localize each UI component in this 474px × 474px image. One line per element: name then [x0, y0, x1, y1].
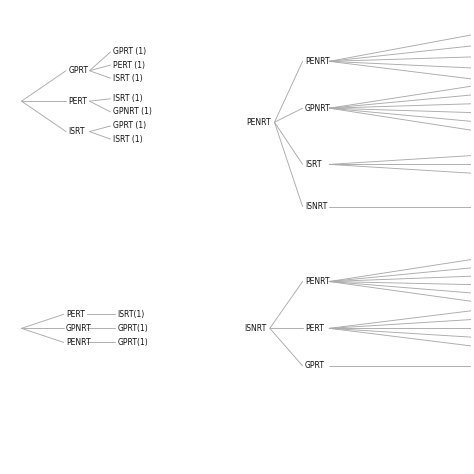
Text: GPNRT: GPNRT	[66, 324, 92, 333]
Text: GPNRT (1): GPNRT (1)	[113, 108, 152, 117]
Text: PENRT: PENRT	[246, 118, 271, 127]
Text: PERT: PERT	[305, 324, 324, 333]
Text: GPRT: GPRT	[68, 66, 88, 75]
Text: PERT (1): PERT (1)	[113, 61, 145, 70]
Text: PERT: PERT	[66, 310, 85, 319]
Text: GPRT: GPRT	[305, 361, 325, 370]
Text: PENRT: PENRT	[66, 338, 91, 347]
Text: GPRT (1): GPRT (1)	[113, 121, 146, 130]
Text: ISRT: ISRT	[68, 127, 85, 136]
Text: PENRT: PENRT	[305, 277, 329, 286]
Text: ISRT (1): ISRT (1)	[113, 135, 143, 144]
Text: PENRT: PENRT	[305, 57, 329, 66]
Text: ISRT: ISRT	[305, 160, 321, 169]
Text: GPRT(1): GPRT(1)	[118, 338, 148, 347]
Text: ISNRT: ISNRT	[244, 324, 266, 333]
Text: ISNRT: ISNRT	[305, 202, 327, 211]
Text: GPRT (1): GPRT (1)	[113, 47, 146, 56]
Text: ISRT (1): ISRT (1)	[113, 73, 143, 82]
Text: GPNRT: GPNRT	[305, 104, 331, 113]
Text: PERT: PERT	[68, 97, 87, 106]
Text: ISRT (1): ISRT (1)	[113, 94, 143, 103]
Text: ISRT(1): ISRT(1)	[118, 310, 145, 319]
Text: GPRT(1): GPRT(1)	[118, 324, 148, 333]
